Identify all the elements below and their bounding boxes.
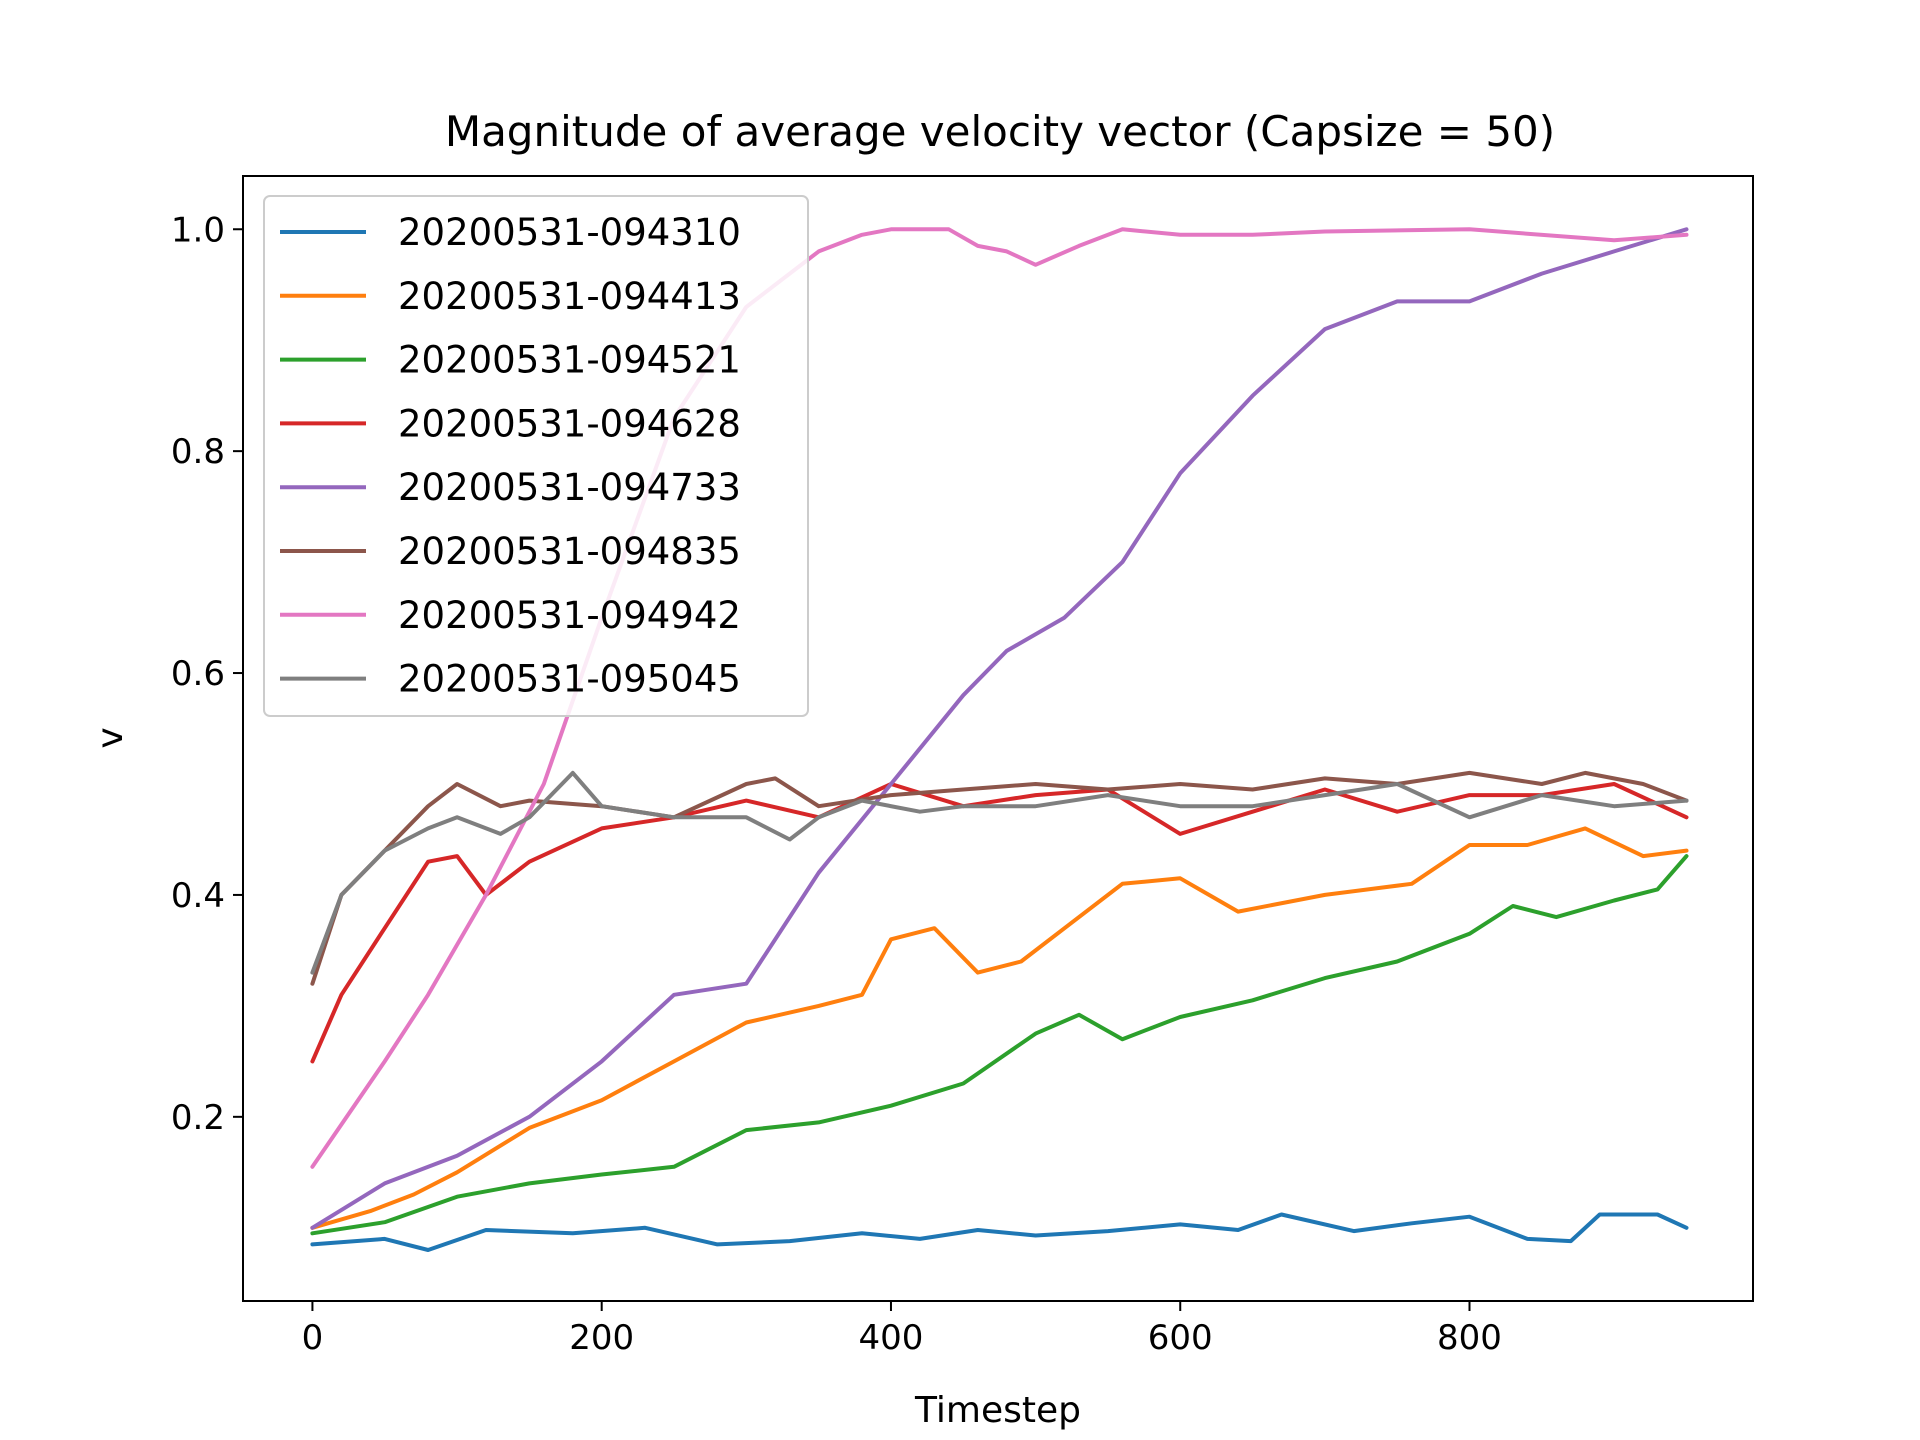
- x-tick-label-2: 200: [569, 1318, 634, 1358]
- y-tick-label-1: 0.2: [171, 1098, 225, 1138]
- legend-label-6: 20200531-094835: [398, 530, 741, 573]
- legend-label-3: 20200531-094521: [398, 339, 741, 382]
- x-tick-label-5: 800: [1437, 1318, 1502, 1358]
- x-axis-label: Timestep: [914, 1390, 1081, 1431]
- legend-label-2: 20200531-094413: [398, 275, 741, 318]
- y-tick-label-2: 0.4: [171, 876, 225, 916]
- chart-title: Magnitude of average velocity vector (Ca…: [445, 107, 1555, 156]
- legend-label-8: 20200531-095045: [398, 658, 741, 701]
- legend: 20200531-094310 20200531-094413 20200531-0…: [264, 196, 808, 716]
- legend-label-5: 20200531-094733: [398, 466, 741, 509]
- x-tick-label-4: 600: [1148, 1318, 1213, 1358]
- y-tick-label-5: 1.0: [171, 210, 225, 250]
- legend-label-1: 20200531-094310: [398, 211, 741, 254]
- y-axis-label: v: [90, 727, 131, 748]
- legend-label-7: 20200531-094942: [398, 594, 741, 637]
- y-tick-label-4: 0.8: [171, 432, 225, 472]
- x-tick-label-3: 400: [859, 1318, 924, 1358]
- legend-label-4: 20200531-094628: [398, 402, 741, 445]
- x-tick-label-1: 0: [302, 1318, 324, 1358]
- y-tick-label-3: 0.6: [171, 654, 225, 694]
